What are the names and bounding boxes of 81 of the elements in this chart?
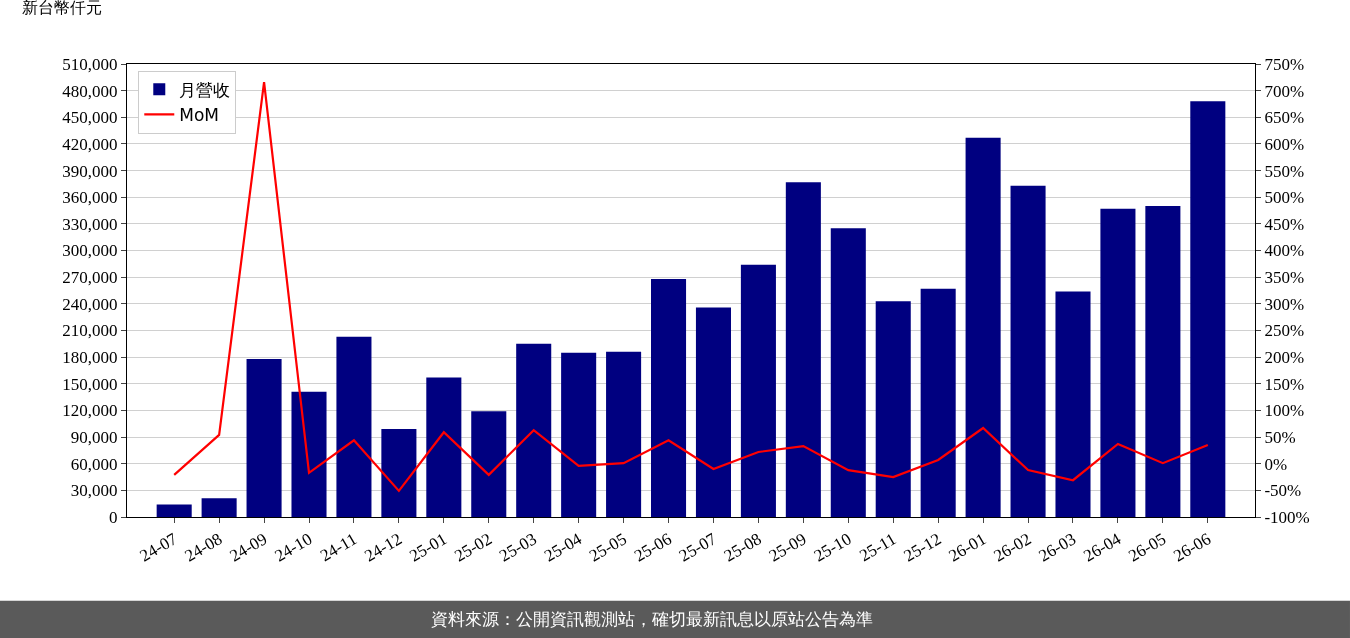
- x-tick-label: 24-09: [226, 529, 271, 566]
- x-tick-label: 26-01: [945, 529, 990, 566]
- y2-tick-label: 550%: [1264, 161, 1305, 181]
- x-tick-label: 25-09: [765, 529, 810, 566]
- bar: [695, 307, 731, 517]
- legend-label: MoM: [179, 105, 220, 126]
- x-tick-label: 26-03: [1035, 529, 1080, 566]
- y-tick-label: 60,000: [70, 454, 118, 474]
- y-tick-label: 480,000: [62, 81, 118, 101]
- y-axis-title: 新台幣仟元: [22, 0, 102, 17]
- bar: [651, 278, 687, 517]
- bar: [471, 411, 507, 517]
- y2-tick-label: 500%: [1264, 188, 1305, 208]
- x-tick-label: 25-08: [720, 529, 765, 566]
- bar: [201, 498, 237, 517]
- y2-tick-label: -50%: [1264, 481, 1302, 501]
- y-tick-label: 0: [109, 507, 118, 527]
- y2-tick-label: 200%: [1264, 348, 1305, 368]
- bar: [381, 429, 417, 517]
- y-tick-label: 300,000: [62, 241, 118, 261]
- x-tick-label: 24-10: [271, 529, 316, 566]
- y-tick-label: 240,000: [62, 294, 118, 314]
- bar: [1100, 208, 1136, 517]
- y2-tick-label: 250%: [1264, 321, 1305, 341]
- y2-tick-label: 650%: [1264, 108, 1305, 128]
- legend-label: 月營收: [179, 79, 231, 100]
- bar: [920, 288, 956, 517]
- bar: [1145, 206, 1181, 517]
- y-tick-label: 30,000: [70, 481, 118, 501]
- bar: [1010, 185, 1046, 517]
- y-tick-label: 270,000: [62, 268, 118, 288]
- y-tick-label: 510,000: [62, 54, 118, 74]
- x-tick-label: 26-02: [990, 529, 1035, 566]
- y2-tick-label: 750%: [1264, 54, 1305, 74]
- y-tick-label: 390,000: [62, 161, 118, 181]
- y-tick-label: 360,000: [62, 188, 118, 208]
- bar: [426, 377, 462, 517]
- line-series: [173, 81, 1209, 492]
- y2-tick-label: 400%: [1264, 241, 1305, 261]
- y2-tick-label: 300%: [1264, 294, 1305, 314]
- y-tick-label: 210,000: [62, 321, 118, 341]
- y-tick-label: 120,000: [62, 401, 118, 421]
- y-tick-label: 150,000: [62, 374, 118, 394]
- bar: [875, 301, 911, 517]
- y2-tick-label: 150%: [1264, 374, 1305, 394]
- y2-tick-label: 0%: [1264, 454, 1288, 474]
- bar: [516, 343, 552, 517]
- source-note: 資料來源：公開資訊觀測站，確切最新訊息以原站公告為準: [431, 609, 873, 629]
- y2-tick-label: 450%: [1264, 214, 1305, 234]
- x-tick-label: 25-03: [496, 529, 540, 566]
- y2-tick-label: 600%: [1264, 134, 1305, 154]
- bar: [740, 264, 776, 517]
- x-tick-label: 25-12: [900, 529, 945, 566]
- bar: [156, 504, 192, 517]
- bar: [561, 352, 597, 517]
- x-tick-label: 25-11: [856, 529, 900, 566]
- y-tick-label: 450,000: [62, 108, 118, 128]
- y-tick-label: 90,000: [70, 428, 118, 448]
- x-tick-label: 25-10: [810, 529, 855, 566]
- bar: [830, 228, 866, 517]
- y2-tick-label: -100%: [1264, 507, 1310, 527]
- y2-tick-label: 50%: [1264, 428, 1296, 448]
- y2-tick-label: 100%: [1264, 401, 1305, 421]
- bar: [1055, 291, 1091, 517]
- x-tick-label: 24-08: [181, 529, 226, 566]
- bar: [785, 182, 821, 517]
- y2-tick-label: 350%: [1264, 268, 1305, 288]
- y-tick-label: 420,000: [62, 134, 118, 154]
- bar: [246, 358, 282, 517]
- bar: [1190, 101, 1226, 517]
- x-tick-label: 25-02: [451, 529, 496, 566]
- bar: [336, 336, 372, 517]
- bar: [606, 351, 642, 517]
- bar: [965, 137, 1001, 517]
- x-tick-label: 25-01: [406, 529, 451, 566]
- y-tick-label: 330,000: [62, 214, 118, 234]
- bar: [291, 391, 327, 517]
- y2-tick-label: 700%: [1264, 81, 1305, 101]
- x-tick-label: 24-12: [361, 529, 406, 566]
- y-tick-label: 180,000: [62, 348, 118, 368]
- x-tick-label: 24-11: [316, 529, 361, 566]
